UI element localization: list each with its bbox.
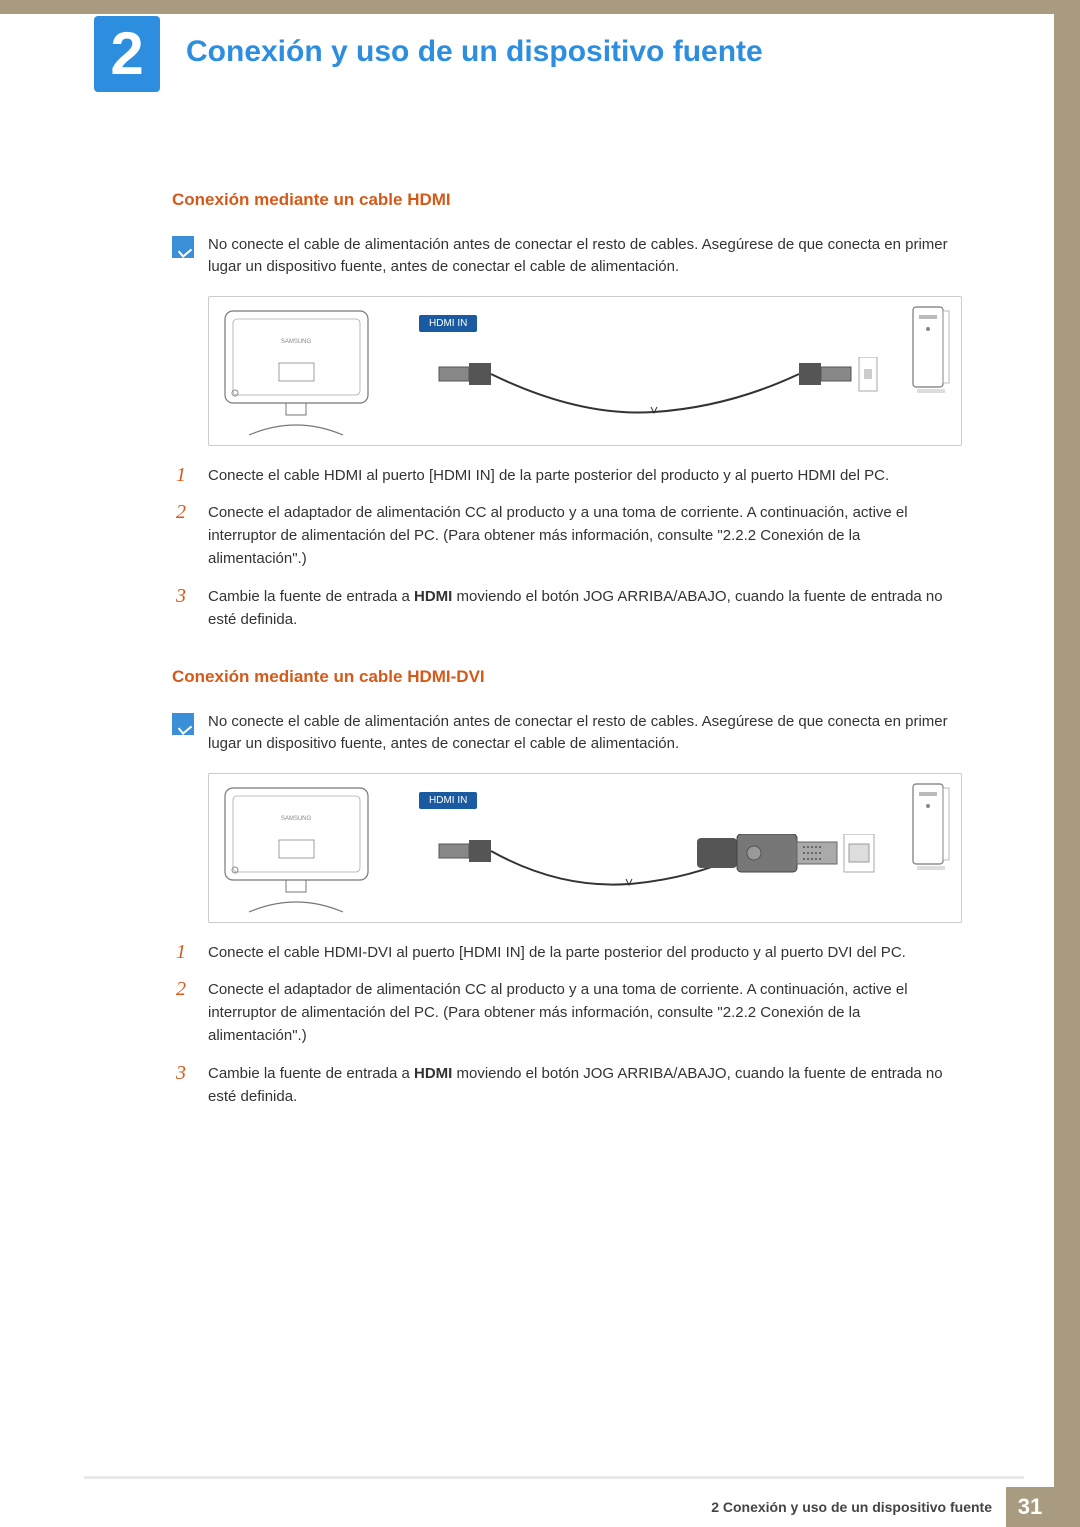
hdmi-dvi-cable-icon bbox=[429, 834, 879, 904]
step-number: 2 bbox=[176, 501, 194, 571]
content-area: Conexión mediante un cable HDMI No conec… bbox=[172, 190, 962, 1144]
step-number: 1 bbox=[176, 464, 194, 487]
step-item: 1 Conecte el cable HDMI al puerto [HDMI … bbox=[176, 464, 962, 487]
section2-steps: 1 Conecte el cable HDMI-DVI al puerto [H… bbox=[176, 941, 962, 1109]
hdmi-cable-icon bbox=[429, 357, 879, 427]
footer-gap bbox=[1054, 1487, 1080, 1527]
step-item: 2 Conecte el adaptador de alimentación C… bbox=[176, 501, 962, 571]
step-text: Cambie la fuente de entrada a HDMI movie… bbox=[208, 1062, 962, 1109]
note-icon bbox=[172, 713, 194, 735]
monitor-back-icon: SAMSUNG bbox=[219, 782, 374, 917]
step-number: 1 bbox=[176, 941, 194, 964]
step-number: 3 bbox=[176, 585, 194, 632]
section2-heading: Conexión mediante un cable HDMI-DVI bbox=[172, 667, 962, 687]
step-item: 2 Conecte el adaptador de alimentación C… bbox=[176, 978, 962, 1048]
step-text: Cambie la fuente de entrada a HDMI movie… bbox=[208, 585, 962, 632]
right-strip bbox=[1054, 0, 1080, 1527]
step-number: 2 bbox=[176, 978, 194, 1048]
step-item: 1 Conecte el cable HDMI-DVI al puerto [H… bbox=[176, 941, 962, 964]
hdmi-port-label: HDMI IN bbox=[419, 315, 477, 332]
chapter-number-badge: 2 bbox=[94, 16, 160, 92]
svg-text:SAMSUNG: SAMSUNG bbox=[281, 339, 312, 345]
section2-note: No conecte el cable de alimentación ante… bbox=[172, 711, 962, 755]
step-text: Conecte el cable HDMI-DVI al puerto [HDM… bbox=[208, 941, 906, 964]
bottom-divider bbox=[84, 1476, 1024, 1479]
monitor-back-icon: SAMSUNG bbox=[219, 305, 374, 440]
section2-diagram: SAMSUNG HDMI IN bbox=[208, 773, 962, 923]
section1-note: No conecte el cable de alimentación ante… bbox=[172, 234, 962, 278]
hdmi-port-label: HDMI IN bbox=[419, 792, 477, 809]
step-text: Conecte el cable HDMI al puerto [HDMI IN… bbox=[208, 464, 889, 487]
footer-page-number: 31 bbox=[1006, 1487, 1054, 1527]
step-text: Conecte el adaptador de alimentación CC … bbox=[208, 978, 962, 1048]
section1-steps: 1 Conecte el cable HDMI al puerto [HDMI … bbox=[176, 464, 962, 632]
section1-diagram: SAMSUNG HDMI IN bbox=[208, 296, 962, 446]
section1-note-text: No conecte el cable de alimentación ante… bbox=[208, 234, 962, 278]
section1-heading: Conexión mediante un cable HDMI bbox=[172, 190, 962, 210]
note-icon bbox=[172, 236, 194, 258]
top-bar bbox=[0, 0, 1080, 14]
chapter-title: Conexión y uso de un dispositivo fuente bbox=[186, 34, 763, 70]
step-number: 3 bbox=[176, 1062, 194, 1109]
svg-text:SAMSUNG: SAMSUNG bbox=[281, 816, 312, 822]
step-item: 3 Cambie la fuente de entrada a HDMI mov… bbox=[176, 585, 962, 632]
pc-tower-icon bbox=[911, 305, 951, 395]
step-text: Conecte el adaptador de alimentación CC … bbox=[208, 501, 962, 571]
footer-chapter-text: 2 Conexión y uso de un dispositivo fuent… bbox=[711, 1487, 1006, 1527]
step-item: 3 Cambie la fuente de entrada a HDMI mov… bbox=[176, 1062, 962, 1109]
footer: 2 Conexión y uso de un dispositivo fuent… bbox=[0, 1487, 1080, 1527]
section2-note-text: No conecte el cable de alimentación ante… bbox=[208, 711, 962, 755]
pc-tower-icon bbox=[911, 782, 951, 872]
